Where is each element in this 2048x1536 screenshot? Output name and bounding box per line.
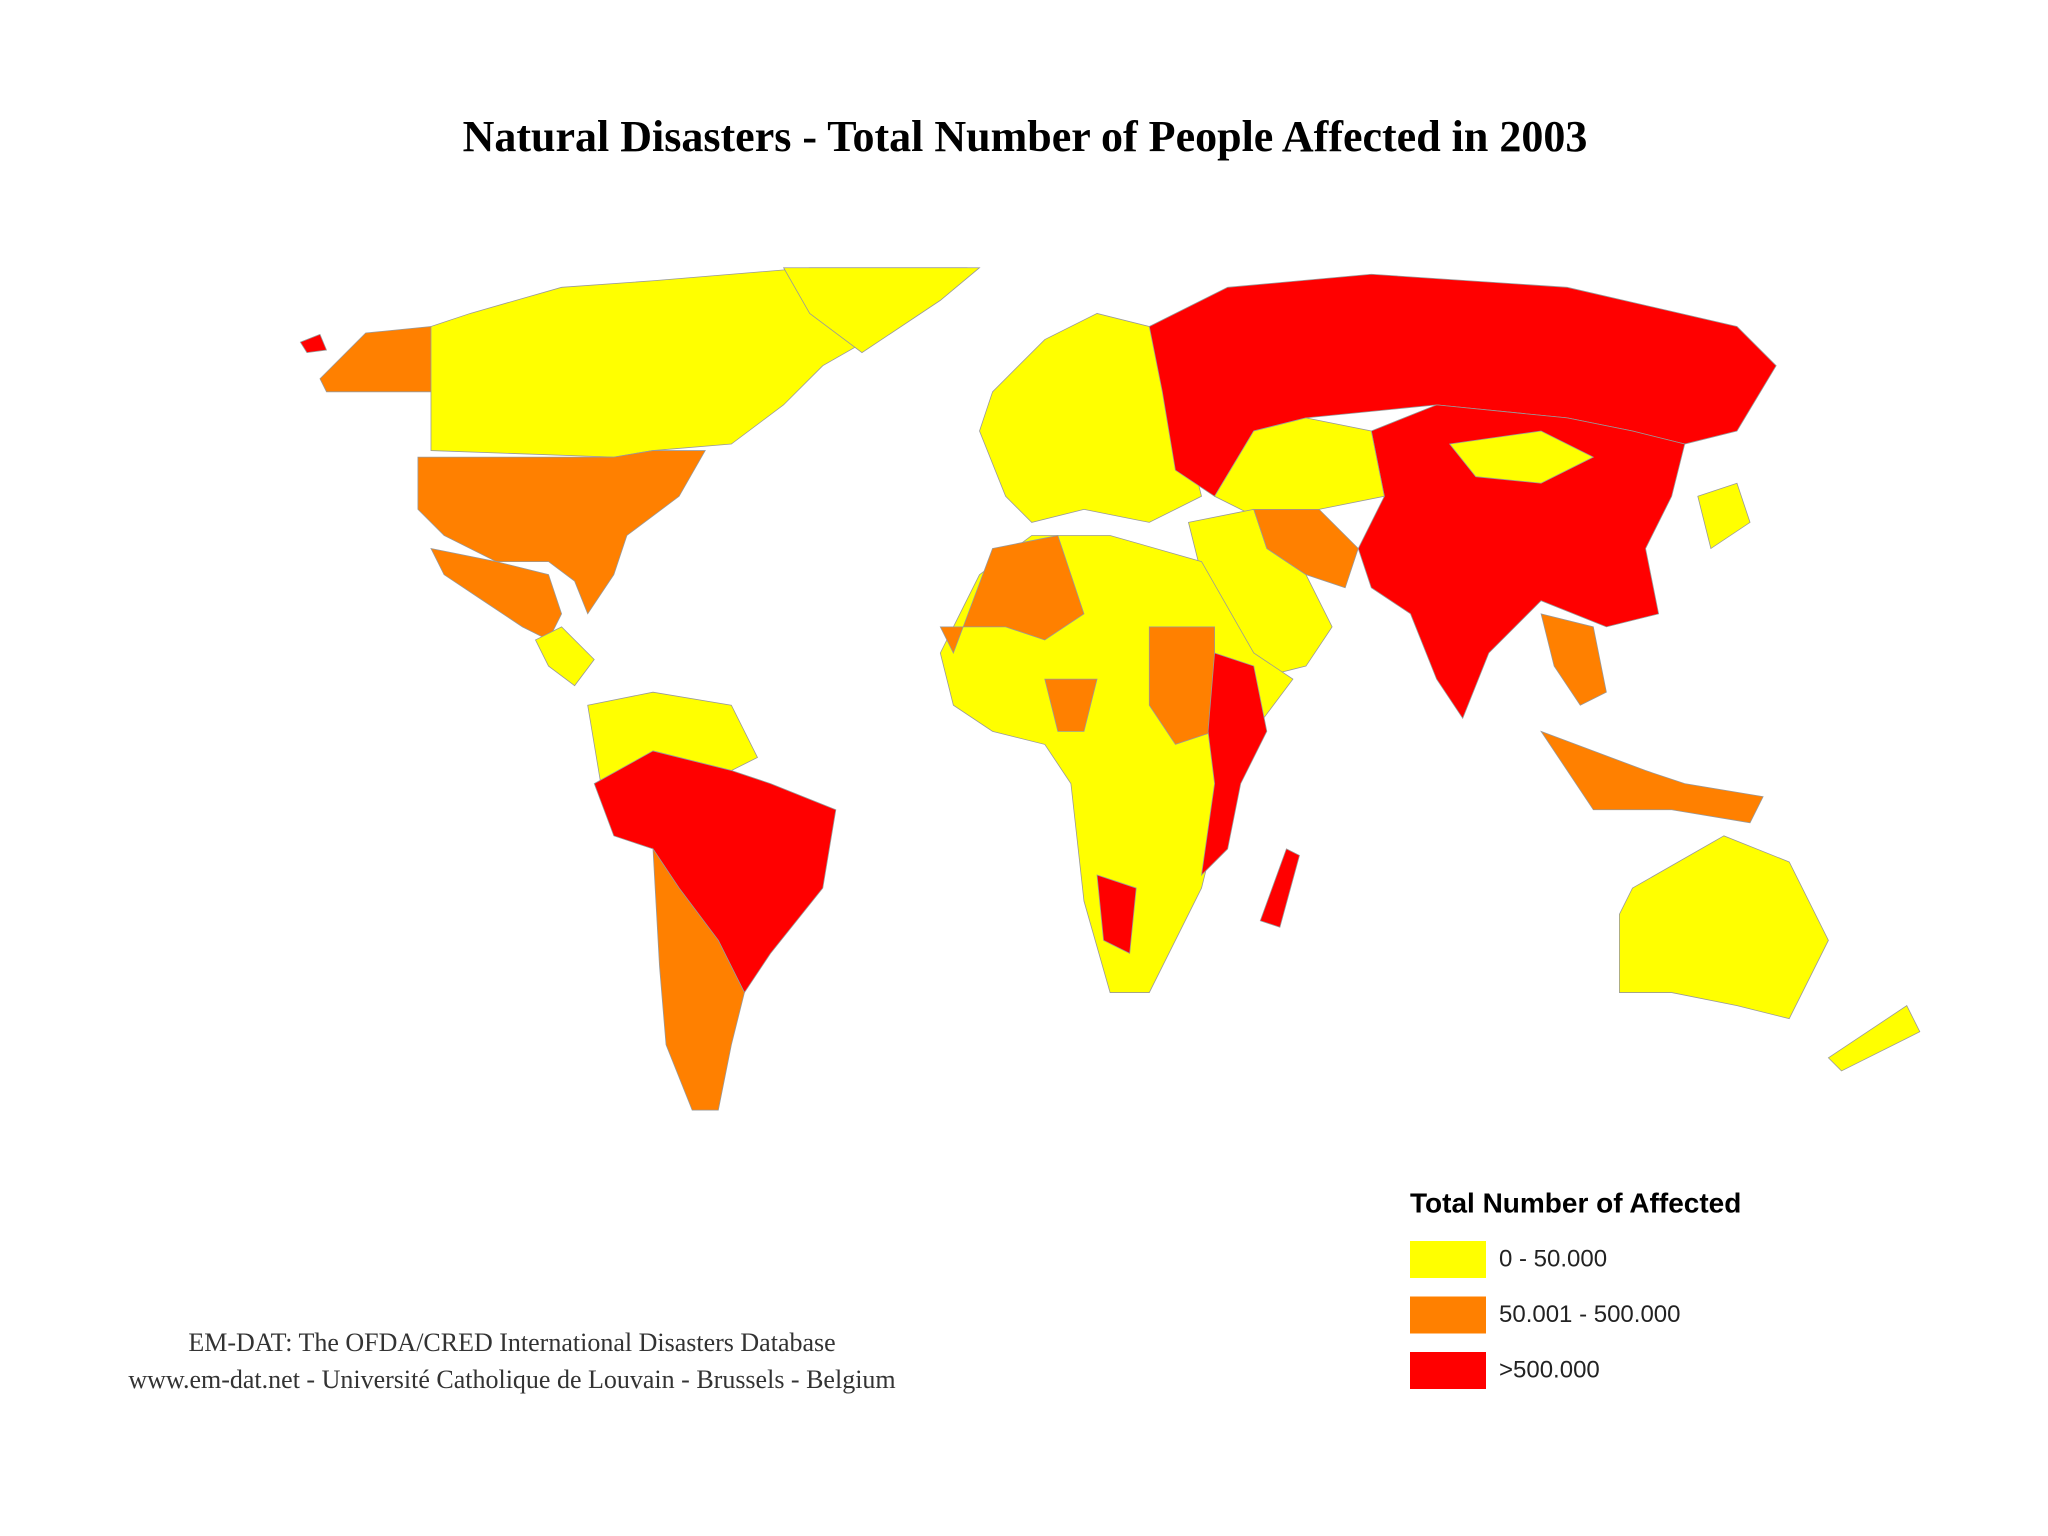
legend-swatch <box>1410 1241 1486 1278</box>
region <box>1827 1005 1921 1072</box>
legend-label: 0 - 50.000 <box>1499 1245 1607 1272</box>
region <box>1619 835 1829 1020</box>
legend-title: Total Number of Affected <box>1410 1187 1741 1218</box>
legend-label: 50.001 - 500.000 <box>1499 1301 1681 1328</box>
region <box>652 847 745 1111</box>
region <box>1540 730 1764 824</box>
region <box>782 267 981 354</box>
legend-swatch <box>1410 1296 1486 1334</box>
region <box>1357 404 1686 720</box>
region <box>1448 430 1595 484</box>
world-map <box>299 267 1921 1111</box>
legend: 0 - 50.000 50.001 - 500.000 >500.000 <box>1410 1241 1681 1389</box>
region <box>1044 678 1098 732</box>
region <box>979 313 1202 523</box>
region <box>430 547 563 641</box>
region <box>1148 626 1215 745</box>
map-title: Natural Disasters - Total Number of Peop… <box>463 112 1588 161</box>
region <box>1253 508 1359 589</box>
source-line: www.em-dat.net - Université Catholique d… <box>128 1365 895 1394</box>
region <box>939 535 1085 654</box>
region <box>1697 482 1751 550</box>
region <box>417 450 706 615</box>
legend-swatch <box>1410 1352 1486 1389</box>
region <box>1096 874 1137 954</box>
region <box>299 333 328 354</box>
region <box>534 626 595 687</box>
region <box>1259 848 1300 928</box>
source-line: EM-DAT: The OFDA/CRED International Disa… <box>188 1328 835 1357</box>
region <box>1540 613 1607 706</box>
region <box>1200 652 1268 877</box>
legend-label: >500.000 <box>1499 1356 1600 1383</box>
